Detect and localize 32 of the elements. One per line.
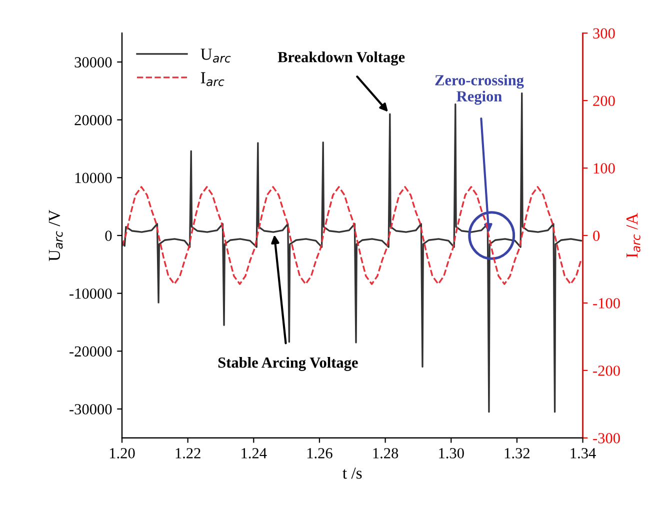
annotation: Stable Arcing Voltage xyxy=(218,356,358,371)
x-tick-label: 1.30 xyxy=(439,448,464,458)
x-tick-label: 1.28 xyxy=(373,448,398,458)
x-tick-label: 1.34 xyxy=(570,448,596,458)
y2-tick-label: -200 xyxy=(593,366,620,376)
y-tick-label: -20000 xyxy=(70,346,112,357)
legend-label: I$_{arc}$ xyxy=(200,72,224,86)
x-tick-label: 1.24 xyxy=(242,448,267,458)
y-tick-label: -30000 xyxy=(70,404,112,414)
x-tick-label: 1.26 xyxy=(307,448,332,458)
y-tick-label: 0 xyxy=(105,230,112,241)
y2-tick-label: -300 xyxy=(593,433,620,444)
y-tick-label: 20000 xyxy=(74,114,112,126)
legend-label: U$_{arc}$ xyxy=(200,48,231,63)
y-tick-label: -10000 xyxy=(70,288,112,299)
y2-axis-title: I$_{arc}$ /A xyxy=(626,213,640,258)
x-tick-label: 1.22 xyxy=(176,448,200,458)
annotation: Breakdown Voltage xyxy=(278,52,405,66)
y2-tick-label: 100 xyxy=(594,163,615,174)
line-series xyxy=(122,92,582,413)
y2-tick-label: 300 xyxy=(593,28,615,39)
x-axis-title: t /s xyxy=(342,468,362,479)
y-tick-label: 30000 xyxy=(74,57,112,68)
y2-tick-label: 200 xyxy=(593,96,615,106)
y-axis-title: U$_{arc}$ /V xyxy=(48,210,63,262)
y2-tick-label: -100 xyxy=(593,298,620,308)
line-series xyxy=(122,186,582,285)
annotation: Zero-crossing Region xyxy=(435,74,524,105)
y2-tick-label: 0 xyxy=(593,230,600,241)
x-tick-label: 1.32 xyxy=(504,448,530,458)
x-tick-label: 1.20 xyxy=(110,448,135,458)
y-tick-label: 10000 xyxy=(75,172,112,184)
